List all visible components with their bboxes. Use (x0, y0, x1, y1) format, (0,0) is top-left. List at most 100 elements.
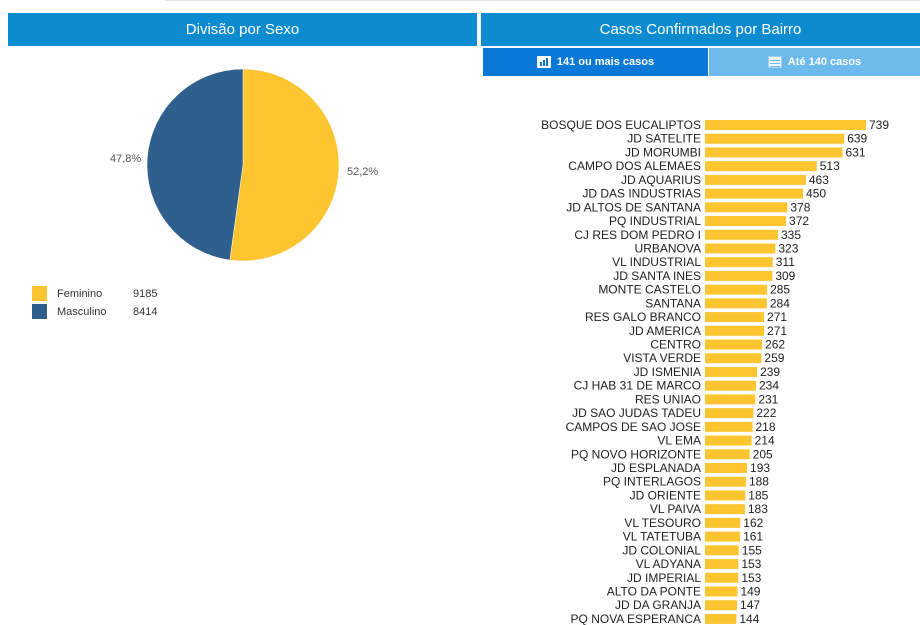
bar (705, 408, 754, 419)
bar-category-label: PQ NOVO HORIZONTE (571, 447, 701, 461)
bar (705, 613, 737, 624)
bar (705, 120, 866, 130)
bar-category-label: CJ RES DOM PEDRO I (574, 228, 701, 242)
bar-value-label: 155 (742, 543, 762, 557)
bar-category-label: SANTANA (645, 296, 701, 310)
bar-category-label: CENTRO (650, 338, 701, 352)
bar-value-label: 205 (753, 447, 773, 461)
bar (705, 449, 750, 460)
legend-swatch-feminino (32, 286, 47, 301)
bar-value-label: 463 (809, 173, 829, 187)
bar (705, 216, 787, 227)
bar-category-label: JD ISMENIA (634, 365, 701, 379)
bar (705, 147, 843, 158)
bar (705, 435, 752, 446)
bar-category-label: MONTE CASTELO (598, 283, 701, 297)
legend-item-feminino: Feminino 9185 (32, 286, 157, 301)
tab-141-or-more-label: 141 ou mais casos (556, 56, 655, 68)
bar-category-label: JD MORUMBI (625, 145, 701, 159)
bar-value-label: 631 (845, 145, 865, 159)
bar-category-label: CAMPOS DE SAO JOSE (566, 420, 701, 434)
bar-category-label: VL TESOURO (624, 516, 701, 530)
bar (705, 421, 753, 432)
bar (705, 586, 738, 597)
bar (705, 353, 762, 364)
bar (705, 325, 765, 336)
bar-value-label: 185 (748, 488, 768, 502)
bar (705, 174, 806, 185)
bar-value-label: 161 (743, 530, 763, 544)
bar (705, 366, 758, 377)
bar (705, 504, 745, 515)
legend-value-masculino: 8414 (133, 305, 158, 318)
bar-value-label: 234 (759, 379, 779, 393)
pie-slice-masculino (146, 68, 244, 261)
bar-value-label: 335 (781, 228, 801, 242)
bar (705, 600, 738, 611)
legend-label-masculino: Masculino (57, 305, 107, 318)
bar (705, 229, 778, 240)
bar-category-label: ALTO DA PONTE (607, 584, 701, 598)
sex-division-title: Divisão por Sexo (185, 21, 300, 38)
bar-value-label: 639 (847, 132, 867, 146)
bar (705, 202, 788, 213)
bar-category-label: JD AMERICA (629, 324, 701, 338)
bar (705, 161, 817, 172)
tab-141-or-more[interactable]: 141 ou mais casos (483, 48, 708, 76)
bar-value-label: 147 (740, 598, 760, 612)
bar (705, 312, 765, 323)
bar-category-label: JD IMPERIAL (627, 571, 701, 585)
bar-category-label: BOSQUE DOS EUCALIPTOS (541, 118, 701, 132)
sex-division-header: Divisão por Sexo (8, 13, 477, 46)
bar (705, 490, 746, 501)
bar (705, 284, 768, 295)
bar (705, 188, 804, 199)
bar (705, 545, 739, 556)
bar-category-label: VL ADYANA (636, 557, 701, 571)
bar-category-label: VISTA VERDE (623, 351, 701, 365)
bar-value-label: 214 (755, 434, 775, 448)
bar-value-label: 153 (741, 557, 761, 571)
bar-category-label: JD ALTOS DE SANTANA (566, 200, 701, 214)
bar-category-label: CAMPO DOS ALEMAES (568, 159, 701, 173)
bar (705, 257, 773, 268)
bar-category-label: VL PAIVA (650, 502, 701, 516)
bar-category-label: RES UNIAO (635, 392, 701, 406)
bar-category-label: CJ HAB 31 DE MARCO (574, 379, 701, 393)
bar-value-label: 284 (770, 296, 790, 310)
bar-value-label: 231 (758, 392, 778, 406)
tab-up-to-140[interactable]: Até 140 casos (709, 48, 920, 76)
cases-by-neighborhood-title: Casos Confirmados por Bairro (599, 21, 802, 38)
bar-category-label: JD DA GRANJA (615, 598, 701, 612)
bar (705, 394, 756, 405)
bar-value-label: 144 (739, 612, 759, 625)
bar (705, 559, 739, 570)
tab-up-to-140-label: Até 140 casos (787, 56, 862, 68)
bar-value-label: 153 (741, 571, 761, 585)
legend-label-feminino: Feminino (57, 287, 103, 300)
bar-category-label: JD COLONIAL (622, 543, 701, 557)
bar-value-label: 372 (789, 214, 809, 228)
bar-value-label: 218 (755, 420, 775, 434)
bar-category-label: VL EMA (657, 434, 701, 448)
bar (705, 572, 739, 583)
bar-value-label: 323 (778, 241, 798, 255)
bar (705, 463, 748, 473)
bar (705, 243, 776, 254)
bar-value-label: 513 (820, 159, 840, 173)
bar (705, 133, 845, 144)
bar (705, 517, 741, 528)
bar-value-label: 262 (765, 338, 785, 352)
bar-category-label: JD SANTA INES (613, 269, 701, 283)
bar-category-label: PQ INTERLAGOS (603, 475, 701, 489)
legend-swatch-masculino (32, 304, 47, 319)
bar-category-label: JD ORIENTE (630, 488, 701, 502)
bar-category-label: JD SATELITE (627, 132, 701, 146)
bar-value-label: 188 (749, 475, 769, 489)
top-divider (165, 0, 920, 4)
bar-value-label: 311 (776, 255, 795, 269)
bar-value-label: 271 (767, 310, 787, 324)
bar-chart-icon (536, 56, 551, 68)
bar-category-label: URBANOVA (635, 241, 701, 255)
